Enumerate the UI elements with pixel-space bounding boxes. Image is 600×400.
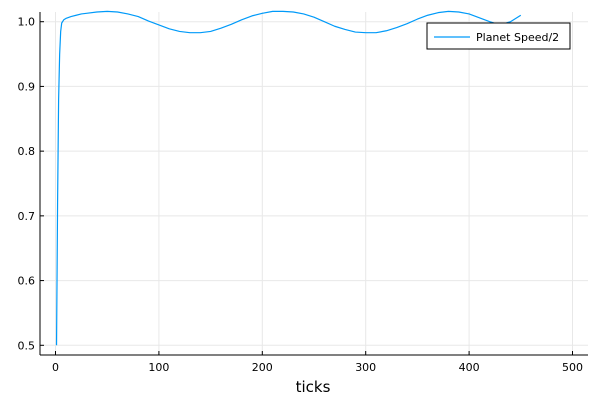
y-tick-label: 0.5	[18, 339, 36, 352]
grid	[40, 12, 588, 355]
x-tick-label: 100	[148, 361, 169, 374]
axes	[39, 12, 588, 356]
series-line	[55, 10, 522, 346]
series-lines	[55, 10, 522, 346]
y-tick-label: 0.8	[18, 145, 36, 158]
y-tick-label: 1.0	[18, 16, 36, 29]
y-tick-label: 0.6	[18, 275, 36, 288]
legend: Planet Speed/2	[426, 22, 571, 50]
x-tick-label: 400	[459, 361, 480, 374]
legend-box	[426, 22, 571, 50]
legend-label: Planet Speed/2	[476, 31, 559, 44]
tick-labels: 0 100 200 300 400 500 0.5 0.6 0.7 0.8 0.9 1.0	[18, 16, 583, 374]
x-tick-label: 0	[52, 361, 59, 374]
x-tick-label: 300	[355, 361, 376, 374]
x-tick-label: 500	[562, 361, 583, 374]
y-tick-label: 0.9	[18, 80, 36, 93]
x-tick-label: 200	[252, 361, 273, 374]
x-axis-title: ticks	[296, 378, 331, 396]
y-tick-label: 0.7	[18, 210, 36, 223]
